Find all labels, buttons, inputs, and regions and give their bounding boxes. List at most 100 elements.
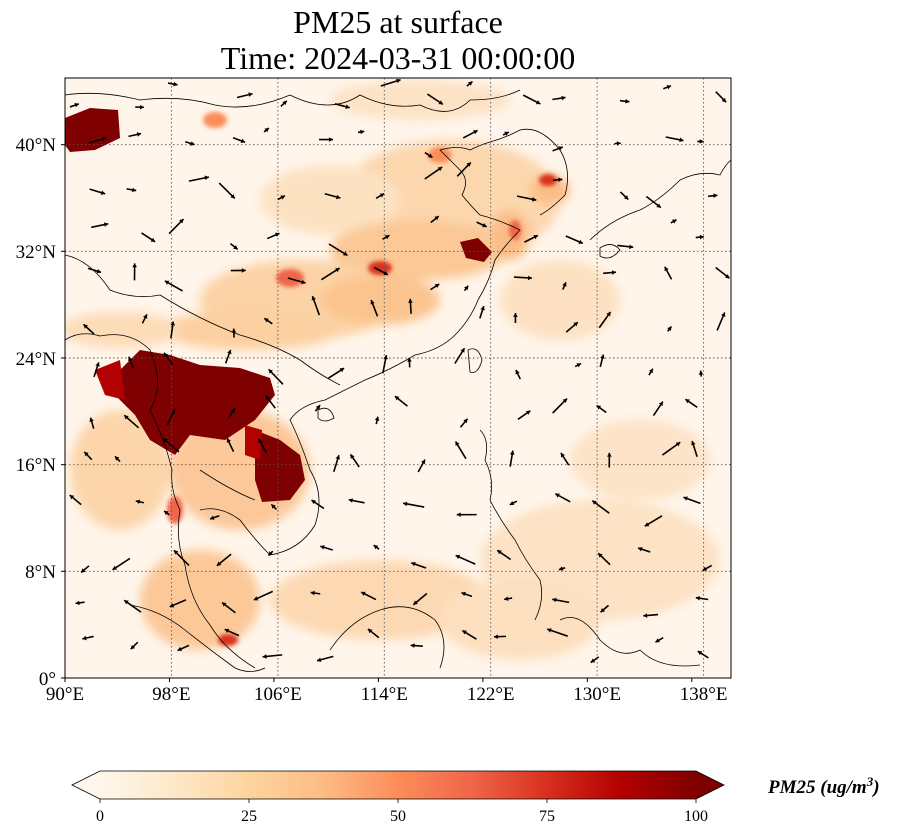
wind-arrow — [263, 317, 273, 325]
wind-arrow — [311, 499, 325, 510]
chart-title-line2: Time: 2024-03-31 00:00:00 — [220, 40, 576, 76]
wind-arrow — [691, 440, 698, 458]
wind-arrow — [82, 635, 94, 641]
wind-arrow — [320, 267, 341, 281]
wind-arrow — [466, 80, 473, 87]
wind-arrow — [135, 499, 145, 505]
wind-arrow — [430, 283, 440, 291]
wind-arrow — [268, 368, 284, 385]
wind-arrow — [509, 500, 518, 506]
wind-arrow — [619, 191, 629, 201]
wind-arrow — [314, 404, 321, 412]
wind-arrow — [232, 136, 246, 144]
wind-arrow — [614, 141, 621, 146]
wind-arrow — [216, 553, 232, 567]
wind-arrow — [173, 549, 190, 566]
wind-arrow — [123, 599, 142, 613]
lon-tick-label: 106°E — [254, 684, 302, 705]
wind-arrow — [287, 277, 306, 285]
wind-arrow — [265, 395, 276, 409]
wind-arrow — [89, 188, 106, 195]
wind-arrow — [637, 546, 651, 553]
wind-arrow — [163, 352, 174, 366]
lon-tick-labels: 90°E 98°E 106°E 114°E 122°E 130°E 138°E — [46, 684, 728, 705]
wind-arrow — [407, 357, 412, 368]
wind-arrow — [516, 195, 537, 202]
lat-tick-label: 0° — [39, 669, 56, 690]
wind-arrow — [461, 591, 473, 598]
wind-arrow — [132, 263, 137, 281]
wind-arrow — [380, 78, 401, 87]
map-frame — [64, 77, 732, 679]
wind-arrow — [424, 151, 433, 159]
wind-arrow — [128, 356, 135, 369]
wind-arrow — [683, 496, 701, 505]
wind-arrow — [411, 561, 427, 569]
wind-arrow — [603, 270, 617, 275]
wind-arrow — [169, 599, 187, 608]
wind-vectors — [69, 78, 730, 664]
wind-arrow — [562, 281, 567, 290]
lon-tick-label: 98°E — [152, 684, 190, 705]
wind-arrow — [417, 459, 426, 473]
wind-arrow — [188, 175, 209, 182]
wind-arrow — [426, 93, 444, 106]
wind-arrow — [459, 418, 469, 428]
wind-arrow — [348, 498, 365, 504]
lon-tick-label: 122°E — [467, 684, 515, 705]
wind-arrow — [554, 493, 571, 503]
wind-arrow — [513, 275, 532, 281]
wind-arrow — [408, 298, 413, 314]
wind-arrow — [599, 354, 605, 368]
wind-arrow — [270, 503, 278, 511]
wind-arrow — [515, 369, 522, 380]
lat-tick-label: 40°N — [16, 135, 57, 156]
wind-arrow — [430, 215, 440, 224]
colorbar-tick-label: 25 — [241, 808, 257, 825]
wind-arrow — [164, 280, 183, 292]
wind-arrow — [69, 102, 80, 108]
wind-arrow — [645, 195, 662, 209]
wind-arrow — [552, 597, 570, 604]
colorbar-tick-label: 100 — [684, 808, 708, 825]
wind-arrow — [221, 601, 236, 614]
colorbar-tick-label: 50 — [390, 808, 406, 825]
wind-arrow — [185, 140, 195, 146]
wind-arrow — [617, 244, 634, 250]
wind-arrow — [87, 267, 102, 274]
axis-tick-marks — [61, 144, 693, 682]
wind-arrow — [513, 313, 518, 323]
wind-arrow — [522, 94, 541, 105]
wind-arrow — [123, 414, 140, 429]
wind-arrow — [552, 146, 564, 152]
colorbar-gradient — [100, 771, 696, 799]
colorbar-max-extend — [696, 771, 724, 799]
wind-arrow — [162, 437, 180, 453]
wind-arrow — [334, 103, 350, 109]
wind-arrow — [598, 311, 612, 329]
wind-arrow — [163, 510, 170, 516]
wind-arrow — [597, 552, 611, 566]
lon-tick-label: 130°E — [573, 684, 621, 705]
wind-arrow — [684, 398, 698, 408]
wind-arrow — [311, 295, 321, 316]
wind-arrow — [263, 127, 270, 133]
lat-tick-label: 32°N — [16, 242, 57, 263]
lon-tick-label: 138°E — [680, 684, 728, 705]
wind-arrow — [320, 545, 333, 551]
wind-arrow — [502, 131, 510, 136]
wind-arrow — [643, 613, 659, 618]
wind-arrow — [227, 407, 236, 419]
wind-arrow — [504, 596, 513, 601]
wind-arrow — [461, 629, 477, 640]
wind-arrow — [382, 354, 388, 374]
wind-arrow — [708, 193, 718, 199]
wind-arrow — [327, 367, 345, 379]
lat-tick-labels: 0° 8°N 16°N 24°N 32°N 40°N — [16, 135, 57, 690]
wind-arrow — [410, 643, 423, 648]
wind-arrow — [412, 592, 428, 606]
wind-arrow — [695, 234, 704, 240]
wind-arrow — [454, 441, 467, 460]
wind-arrow — [661, 441, 681, 456]
wind-arrow — [424, 166, 443, 180]
